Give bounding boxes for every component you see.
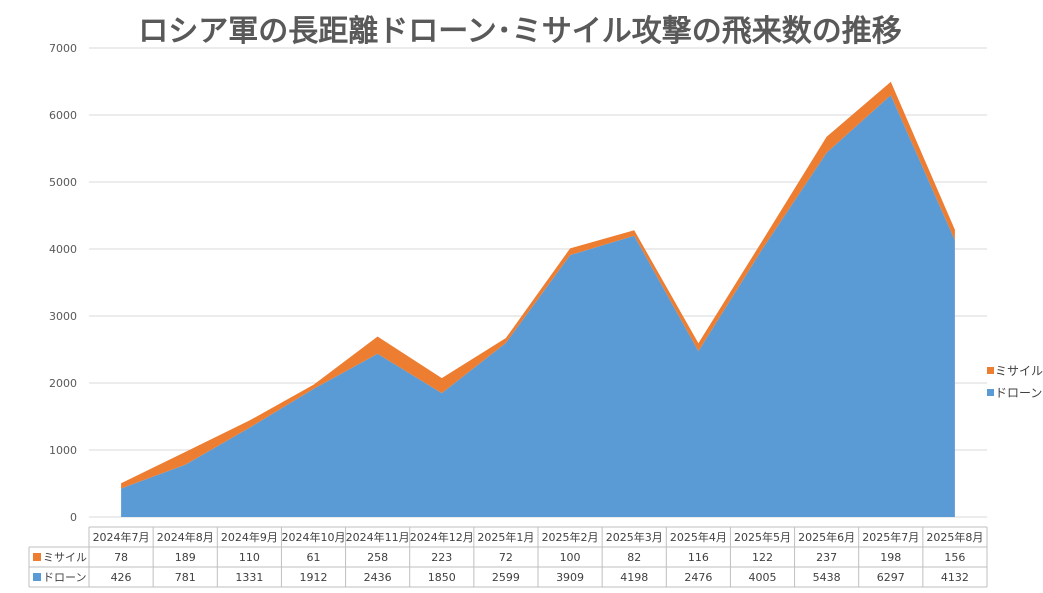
table-series-name: ドローン	[43, 571, 86, 584]
table-cell: 1912	[300, 571, 328, 584]
table-series-key	[33, 573, 41, 581]
legend-label: ミサイル	[995, 364, 1043, 378]
table-cell: 5438	[813, 571, 841, 584]
table-cell: 4132	[941, 571, 969, 584]
series-area-1	[121, 81, 955, 489]
y-tick-label: 7000	[49, 42, 77, 55]
x-tick-label: 2025年1月	[477, 530, 534, 544]
table-cell: 258	[367, 551, 388, 564]
table-cell: 2599	[492, 571, 520, 584]
table-cell: 223	[431, 551, 452, 564]
y-tick-label: 6000	[49, 109, 77, 122]
table-cell: 1331	[235, 571, 263, 584]
y-tick-label: 5000	[49, 176, 77, 189]
table-cell: 72	[499, 551, 513, 564]
table-cell: 122	[752, 551, 773, 564]
x-tick-label: 2024年9月	[221, 530, 278, 544]
x-tick-label: 2024年8月	[157, 530, 214, 544]
legend-label: ドローン	[995, 386, 1042, 400]
x-tick-label: 2024年7月	[93, 530, 150, 544]
chart-title: ロシア軍の長距離ドローン･ミサイル攻撃の飛来数の推移	[138, 14, 902, 49]
x-tick-label: 2025年6月	[798, 530, 855, 544]
y-tick-label: 4000	[49, 243, 77, 256]
table-cell: 4005	[749, 571, 777, 584]
table-cell: 82	[627, 551, 641, 564]
x-tick-label: 2025年2月	[542, 530, 599, 544]
data-table: 2024年7月 2024年8月 2024年9月 2024年10月 2024年11月 202…	[28, 526, 988, 588]
y-tick-label: 2000	[49, 377, 77, 390]
table-series-key	[33, 553, 41, 561]
table-cell: 116	[688, 551, 709, 564]
x-tick-label: 2025年5月	[734, 530, 791, 544]
x-tick-label: 2025年8月	[926, 530, 983, 544]
legend-swatch	[987, 389, 994, 396]
table-cell: 78	[114, 551, 128, 564]
x-tick-label: 2024年12月	[410, 530, 474, 544]
table-cell: 237	[816, 551, 837, 564]
table-series-name: ミサイル	[43, 551, 87, 564]
table-cell: 6297	[877, 571, 905, 584]
table-cell: 781	[175, 571, 196, 584]
x-tick-label: 2024年10月	[282, 530, 346, 544]
table-cell: 426	[111, 571, 132, 584]
x-tick-label: 2024年11月	[346, 530, 410, 544]
table-cell: 110	[239, 551, 260, 564]
legend-swatch	[987, 367, 994, 374]
table-cell: 156	[944, 551, 965, 564]
x-tick-label: 2025年7月	[862, 530, 919, 544]
table-cell: 189	[175, 551, 196, 564]
table-cell: 4198	[620, 571, 648, 584]
y-tick-label: 0	[70, 511, 77, 524]
area-series	[121, 81, 955, 517]
table-cell: 3909	[556, 571, 584, 584]
table-cell: 61	[307, 551, 321, 564]
y-tick-label: 3000	[49, 310, 77, 323]
series-area-0	[121, 95, 955, 517]
x-tick-label: 2025年4月	[670, 530, 727, 544]
x-tick-label: 2025年3月	[606, 530, 663, 544]
table-cell: 100	[560, 551, 581, 564]
table-cell: 2436	[364, 571, 392, 584]
y-tick-label: 1000	[49, 444, 77, 457]
table-cell: 2476	[684, 571, 712, 584]
table-cell: 1850	[428, 571, 456, 584]
y-axis: 0 1000 2000 3000 4000 5000 6000 7000	[49, 42, 77, 524]
table-cell: 198	[880, 551, 901, 564]
